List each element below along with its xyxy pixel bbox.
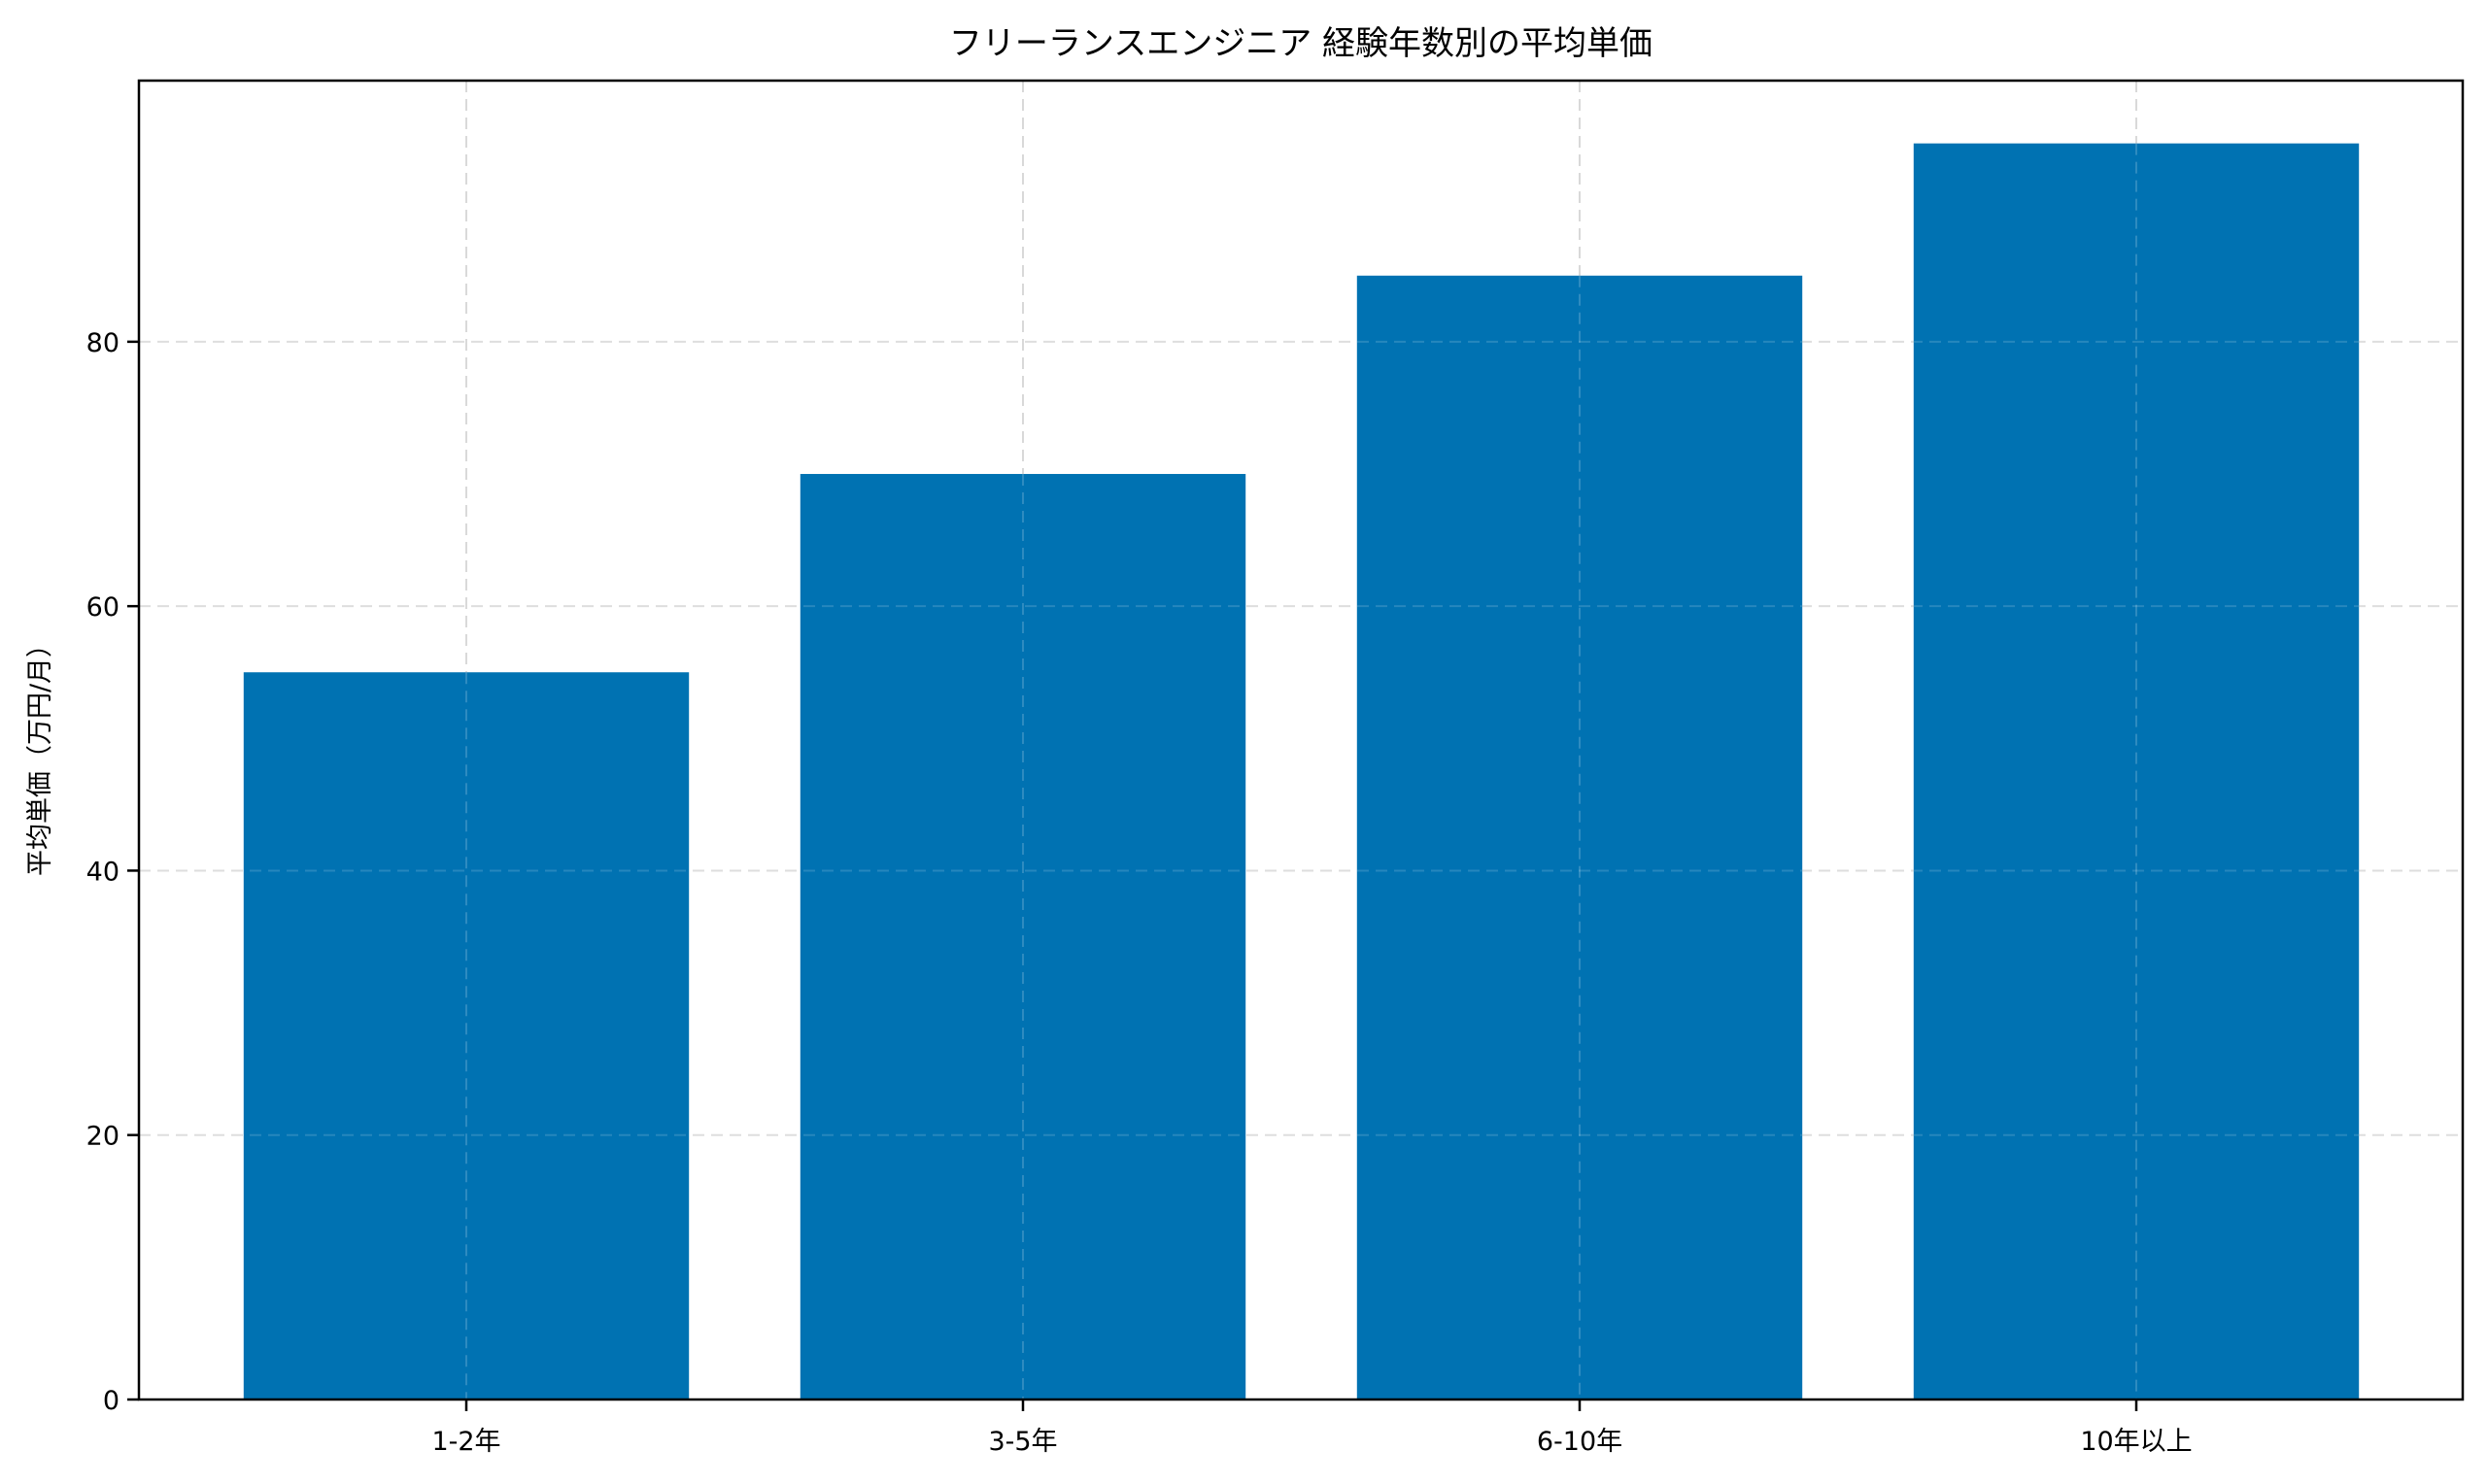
x-axis-ticks: 1-2年 3-5年 6-10年 10年以上 — [431, 1400, 2193, 1457]
y-tick-label: 20 — [86, 1122, 119, 1152]
x-tick-label: 6-10年 — [1537, 1427, 1622, 1457]
x-tick-label: 3-5年 — [988, 1427, 1057, 1457]
bar-3 — [1356, 275, 1803, 1400]
y-tick-label: 0 — [103, 1386, 119, 1416]
plot-frame — [137, 79, 2465, 1401]
y-tick-label: 80 — [86, 328, 119, 358]
y-axis-ticks: 0 20 40 60 80 — [86, 328, 139, 1416]
x-tick-label: 1-2年 — [431, 1427, 500, 1457]
bar-4 — [1913, 143, 2360, 1400]
y-tick-label: 40 — [86, 857, 119, 887]
chart-title: フリーランスエンジニア 経験年数別の平均単価 — [949, 24, 1652, 63]
bars — [243, 143, 2360, 1400]
bar-2 — [800, 474, 1246, 1400]
bar-1 — [243, 672, 690, 1400]
gridlines-overlay — [139, 143, 2463, 1400]
y-tick-label: 60 — [86, 592, 119, 623]
y-axis-label: 平均単価（万円/月） — [25, 631, 55, 876]
x-tick-label: 10年以上 — [2080, 1427, 2192, 1457]
